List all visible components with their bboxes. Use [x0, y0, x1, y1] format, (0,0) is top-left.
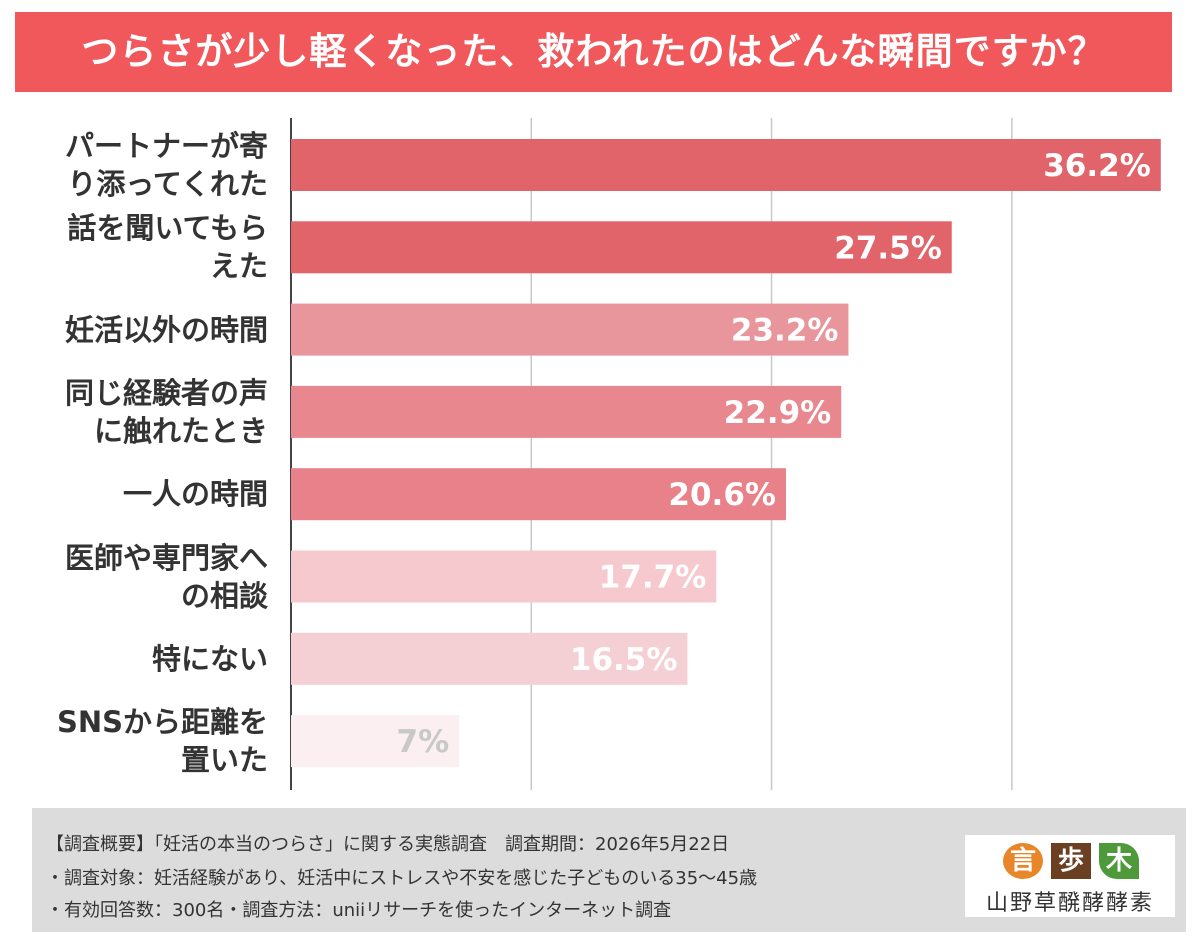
value-label: 20.6% [668, 477, 776, 513]
category-label: 同じ経験者の声に触れたとき [64, 375, 268, 448]
logo-mark: 歩 [1051, 843, 1091, 879]
value-label: 16.5% [570, 642, 678, 678]
value-label: 22.9% [724, 395, 832, 431]
survey-notes: 【調査概要】「妊活の本当のつらさ」に関する実態調査 調査期間：2026年5月22… [32, 808, 1186, 932]
note: 【調査概要】「妊活の本当のつらさ」に関する実態調査 調査期間：2026年5月22… [46, 834, 730, 855]
logo-mark: 言 [1003, 843, 1043, 879]
value-label: 17.7% [599, 560, 707, 596]
category-label: 特にない [151, 641, 268, 676]
logo-mark: 木 [1099, 843, 1139, 879]
category-label: 妊活以外の時間 [64, 312, 268, 347]
bar [291, 550, 717, 603]
category-label: パートナーが寄り添ってくれた [64, 129, 268, 201]
value-label: 23.2% [731, 313, 839, 349]
bar [291, 385, 842, 438]
value-label: 7% [397, 724, 450, 760]
category-label: 医師や専門家への相談 [64, 540, 268, 613]
bar [291, 715, 460, 768]
bar [291, 468, 786, 521]
chart-title: つらさが少し軽くなった、救われたのはどんな瞬間ですか？ [15, 12, 1172, 92]
logo-name: 山野草醗酵酵素 [985, 891, 1154, 916]
category-label: 一人の時間 [122, 477, 268, 512]
bar [291, 632, 688, 685]
value-label: 27.5% [834, 230, 942, 266]
logo: 言 歩 木 山野草醗酵酵素 [965, 835, 1175, 917]
bar [291, 221, 952, 274]
note: ・有効回答数：300名・調査方法：uniiリサーチを使ったインターネット調査 [46, 900, 672, 921]
bar [291, 303, 849, 356]
note: ・調査対象：妊活経験があり、妊活中にストレスや不安を感じた子どものいる35〜45… [46, 868, 758, 889]
category-label: 話を聞いてもらえた [67, 211, 268, 284]
category-label: SNSから距離を置いた [56, 705, 268, 778]
value-label: 36.2% [1043, 148, 1151, 184]
bar [291, 139, 1161, 191]
